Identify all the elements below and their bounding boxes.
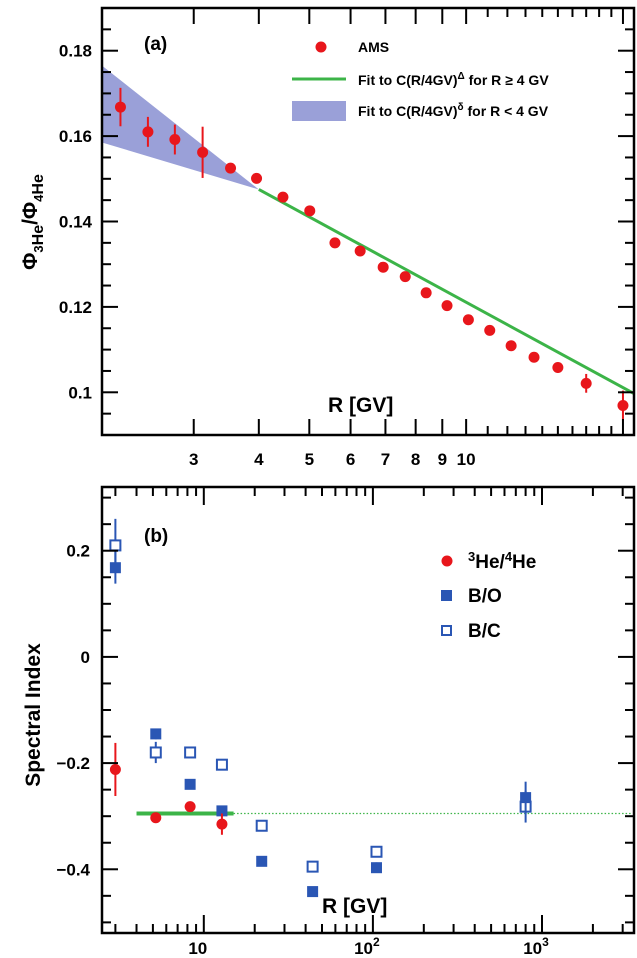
ams-points	[114, 87, 629, 421]
bo-data-point	[184, 778, 196, 790]
legend-bo-label: B/O	[468, 586, 502, 607]
x-tick-label: 103	[523, 935, 549, 958]
plot-frame-b	[100, 485, 636, 935]
y-tick-label: 0	[81, 648, 90, 667]
x-axis-label-b: R [GV]	[322, 895, 387, 918]
bo-data-point	[307, 886, 319, 898]
panel-b: −0.4 −0.2 0 0.2 10 102 103 (b) R [GV] Spectra…	[22, 485, 636, 958]
legend-a: AMS Fit to C(R/4GV)Δ for R ≥ 4 GV Fit to…	[292, 39, 549, 121]
ams-data-point	[505, 340, 517, 352]
x-tick-label: 6	[346, 450, 355, 469]
ams-data-point	[441, 300, 453, 312]
legend-bc-marker	[441, 625, 452, 636]
y-axis-label-b: Spectral Index	[22, 643, 45, 787]
he-data-point	[216, 818, 228, 830]
x-tick-label: 7	[381, 450, 390, 469]
y-tick-label: 0.14	[59, 213, 93, 232]
ams-data-point	[225, 162, 237, 174]
legend-bo-marker	[441, 590, 452, 601]
bc-data-point	[215, 758, 228, 771]
bo-data-point	[256, 855, 268, 867]
points-b	[109, 518, 532, 898]
ams-data-point	[484, 324, 496, 336]
y-axis-label-a: Φ3He/Φ4He	[19, 174, 47, 270]
fit-band	[102, 65, 259, 190]
panel-label-b: (b)	[144, 526, 168, 547]
legend-fit-line-label: Fit to C(R/4GV)Δ for R ≥ 4 GV	[358, 71, 549, 88]
x-tick-label: 5	[305, 450, 314, 469]
legend-bc-label: B/C	[468, 621, 501, 642]
y-tick-label: 0.12	[59, 298, 92, 317]
ams-data-point	[552, 362, 564, 374]
x-tick-label: 102	[354, 935, 380, 958]
x-axis-b: 10 102 103	[114, 487, 624, 958]
ams-data-point	[304, 205, 316, 217]
y-tick-label: 0.1	[68, 383, 92, 402]
fit-line-segment	[258, 188, 634, 395]
ams-data-point	[354, 245, 366, 257]
legend-he-label: 3He/4He	[468, 549, 536, 573]
y-axis-a: 0.1 0.12 0.14 0.16 0.18	[59, 7, 634, 436]
x-tick-label: 3	[189, 450, 198, 469]
y-tick-label: 0.16	[59, 127, 92, 146]
x-tick-label: 4	[254, 450, 264, 469]
x-axis-a: 3 4 5 6 7 8 9 10	[101, 8, 635, 469]
bo-data-point	[216, 805, 228, 817]
ams-data-point	[580, 377, 592, 389]
x-tick-label: 9	[438, 450, 447, 469]
x-axis-label-a: R [GV]	[328, 394, 393, 417]
x-tick-label: 8	[411, 450, 420, 469]
bc-data-point	[370, 845, 383, 858]
y-tick-label: 0.18	[59, 42, 92, 61]
fit-line	[258, 188, 634, 395]
bc-data-point	[149, 746, 162, 759]
legend-b: 3He/4He B/O B/C	[441, 549, 536, 642]
bc-data-point	[306, 860, 319, 873]
ams-data-point	[277, 191, 289, 203]
bo-data-point	[150, 728, 162, 740]
panel-label-a: (a)	[144, 34, 167, 55]
x-tick-label: 10	[457, 450, 476, 469]
panel-a: 0.1 0.12 0.14 0.16 0.18 3 4 5 6 7 8 9 10 (a) R [GV]…	[19, 6, 636, 469]
ams-data-point	[617, 400, 629, 412]
ams-data-point	[377, 261, 389, 273]
ams-data-point	[114, 101, 126, 113]
legend-fit-band-marker	[292, 101, 346, 121]
ams-data-point	[169, 134, 181, 146]
he-data-point	[109, 763, 121, 775]
bo-data-point	[520, 792, 532, 804]
fit-band-area	[102, 65, 259, 190]
y-tick-label: 0.2	[66, 542, 90, 561]
legend-he-marker	[441, 555, 453, 567]
legend-ams-marker	[315, 41, 327, 53]
ams-data-point	[420, 287, 432, 299]
bo-data-point	[109, 562, 121, 574]
ams-data-point	[329, 237, 341, 249]
legend-ams-label: AMS	[358, 39, 389, 55]
bc-data-point	[184, 746, 197, 759]
bc-data-point	[109, 539, 122, 552]
he-data-point	[150, 812, 162, 824]
legend-fit-band-label: Fit to C(R/4GV)δ for R < 4 GV	[358, 102, 549, 119]
y-tick-label: −0.4	[56, 860, 90, 879]
ams-data-point	[197, 146, 209, 158]
bo-data-point	[370, 862, 382, 874]
y-axis-b: −0.4 −0.2 0 0.2	[56, 496, 634, 924]
he-data-point	[184, 801, 196, 813]
x-tick-label: 10	[188, 939, 207, 958]
ams-data-point	[462, 314, 474, 326]
ams-data-point	[528, 351, 540, 363]
bc-data-point	[255, 819, 268, 832]
ams-data-point	[142, 126, 154, 138]
y-tick-label: −0.2	[56, 754, 90, 773]
ams-data-point	[399, 271, 411, 283]
ams-data-point	[251, 172, 263, 184]
